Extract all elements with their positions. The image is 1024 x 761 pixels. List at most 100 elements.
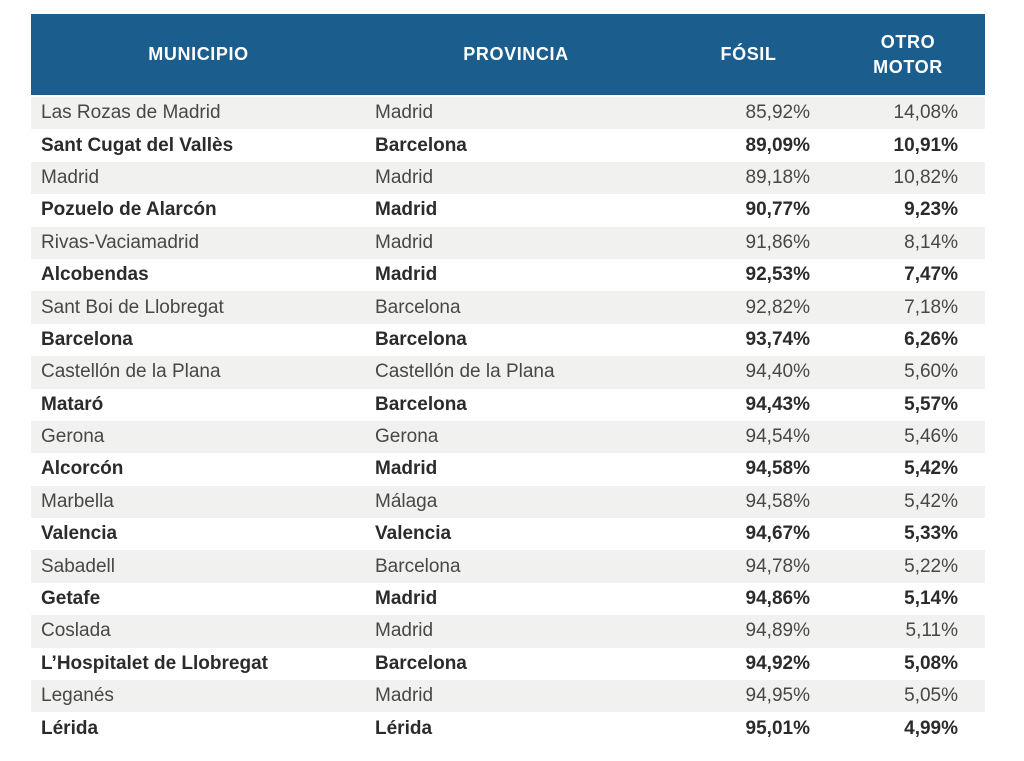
column-header-otro-motor: OTRO MOTOR (831, 14, 985, 95)
table-row: Sabadell Barcelona 94,78% 5,22% (31, 550, 985, 583)
fosil-cell: 94,92% (745, 652, 810, 674)
municipio-cell: Las Rozas de Madrid (41, 102, 221, 124)
fosil-cell: 93,74% (745, 328, 810, 350)
otro-motor-cell: 5,22% (904, 555, 958, 577)
fosil-cell: 94,89% (745, 620, 810, 642)
column-header-fosil: FÓSIL (666, 14, 831, 95)
column-header-provincia-label: PROVINCIA (463, 44, 569, 65)
table-body: Las Rozas de Madrid Madrid 85,92% 14,08% San… (31, 97, 985, 745)
fosil-cell: 92,53% (745, 264, 810, 286)
otro-motor-cell: 5,08% (904, 652, 958, 674)
fosil-cell: 90,77% (745, 199, 810, 221)
table-row: Mataró Barcelona 94,43% 5,57% (31, 388, 985, 421)
fosil-cell: 94,67% (745, 523, 810, 545)
fosil-cell: 94,58% (745, 458, 810, 480)
fosil-cell: 94,54% (745, 426, 810, 448)
fosil-cell: 89,18% (745, 166, 810, 188)
table-row: Madrid Madrid 89,18% 10,82% (31, 161, 985, 195)
otro-motor-cell: 7,18% (904, 296, 958, 318)
otro-motor-cell: 6,26% (904, 328, 958, 350)
otro-motor-cell: 5,42% (904, 490, 958, 512)
municipio-cell: Sant Cugat del Vallès (41, 134, 234, 156)
table-row: Sant Boi de Llobregat Barcelona 92,82% 7,18… (31, 291, 985, 324)
fosil-cell: 94,40% (745, 361, 810, 383)
table-row: Marbella Málaga 94,58% 5,42% (31, 485, 985, 519)
municipio-cell: Rivas-Vaciamadrid (41, 231, 200, 253)
column-header-municipio: MUNICIPIO (31, 14, 366, 95)
table-header-row: MUNICIPIO PROVINCIA FÓSIL OTRO MOTOR (31, 14, 985, 95)
fosil-cell: 94,43% (745, 393, 810, 415)
fosil-cell: 94,86% (745, 588, 810, 610)
table-row: Lérida Lérida 95,01% 4,99% (31, 712, 985, 745)
municipio-cell: Barcelona (41, 328, 133, 350)
provincia-cell: Barcelona (375, 652, 467, 674)
municipio-cell: Alcobendas (41, 264, 149, 286)
fosil-cell: 85,92% (745, 102, 810, 124)
table-row: Coslada Madrid 94,89% 5,11% (31, 615, 985, 648)
fosil-cell: 94,78% (745, 555, 810, 577)
provincia-cell: Castellón de la Plana (375, 361, 555, 383)
provincia-cell: Barcelona (375, 328, 467, 350)
column-header-fosil-label: FÓSIL (720, 44, 777, 65)
table-row: Valencia Valencia 94,67% 5,33% (31, 518, 985, 551)
municipio-cell: Castellón de la Plana (41, 361, 221, 383)
provincia-cell: Barcelona (375, 393, 467, 415)
table-row: Gerona Gerona 94,54% 5,46% (31, 420, 985, 454)
otro-motor-cell: 7,47% (904, 264, 958, 286)
provincia-cell: Barcelona (375, 555, 461, 577)
municipio-cell: Sant Boi de Llobregat (41, 296, 224, 318)
municipio-cell: Getafe (41, 588, 101, 610)
fosil-cell: 92,82% (745, 296, 810, 318)
provincia-cell: Valencia (375, 523, 452, 545)
table-row: Alcobendas Madrid 92,53% 7,47% (31, 258, 985, 292)
provincia-cell: Madrid (375, 620, 434, 642)
provincia-cell: Madrid (375, 199, 438, 221)
column-header-otro-motor-label: OTRO MOTOR (873, 32, 943, 77)
fosil-cell: 95,01% (745, 717, 810, 739)
municipio-cell: Madrid (41, 166, 100, 188)
table-row: Sant Cugat del Vallès Barcelona 89,09% 10,9… (31, 129, 985, 162)
municipio-cell: Valencia (41, 523, 118, 545)
table-row: Alcorcón Madrid 94,58% 5,42% (31, 453, 985, 486)
fosil-cell: 91,86% (745, 231, 810, 253)
otro-motor-cell: 14,08% (893, 102, 958, 124)
column-header-municipio-label: MUNICIPIO (148, 44, 249, 65)
otro-motor-cell: 9,23% (904, 199, 958, 221)
provincia-cell: Lérida (375, 717, 433, 739)
otro-motor-cell: 5,46% (904, 426, 958, 448)
provincia-cell: Barcelona (375, 134, 467, 156)
fosil-cell: 89,09% (745, 134, 810, 156)
table-row: Las Rozas de Madrid Madrid 85,92% 14,08% (31, 97, 985, 130)
provincia-cell: Madrid (375, 102, 434, 124)
table-row: Barcelona Barcelona 93,74% 6,26% (31, 323, 985, 357)
table-row: Pozuelo de Alarcón Madrid 90,77% 9,23% (31, 194, 985, 227)
otro-motor-cell: 5,11% (905, 620, 958, 642)
table-row: Castellón de la Plana Castellón de la Pla… (31, 356, 985, 389)
municipio-cell: Mataró (41, 393, 104, 415)
column-header-provincia: PROVINCIA (366, 14, 666, 95)
otro-motor-cell: 5,42% (904, 458, 958, 480)
fosil-cell: 94,95% (745, 685, 810, 707)
provincia-cell: Málaga (375, 490, 438, 512)
fosil-cell: 94,58% (745, 490, 810, 512)
otro-motor-cell: 10,82% (893, 166, 958, 188)
provincia-cell: Madrid (375, 458, 438, 480)
municipio-cell: Coslada (41, 620, 111, 642)
table-row: Leganés Madrid 94,95% 5,05% (31, 680, 985, 713)
otro-motor-cell: 5,57% (904, 393, 958, 415)
provincia-cell: Madrid (375, 166, 434, 188)
otro-motor-cell: 5,33% (904, 523, 958, 545)
table-row: Rivas-Vaciamadrid Madrid 91,86% 8,14% (31, 226, 985, 259)
municipio-cell: Marbella (41, 490, 114, 512)
table-row: Getafe Madrid 94,86% 5,14% (31, 582, 985, 616)
municipio-cell: Gerona (41, 426, 105, 448)
municipio-cell: Leganés (41, 685, 114, 707)
provincia-cell: Madrid (375, 264, 438, 286)
municipio-cell: Pozuelo de Alarcón (41, 199, 217, 221)
otro-motor-cell: 8,14% (904, 231, 958, 253)
fuel-type-table: MUNICIPIO PROVINCIA FÓSIL OTRO MOTOR Las… (31, 14, 985, 745)
otro-motor-cell: 5,60% (904, 361, 958, 383)
provincia-cell: Madrid (375, 588, 438, 610)
municipio-cell: Sabadell (41, 555, 115, 577)
otro-motor-cell: 5,14% (904, 588, 958, 610)
